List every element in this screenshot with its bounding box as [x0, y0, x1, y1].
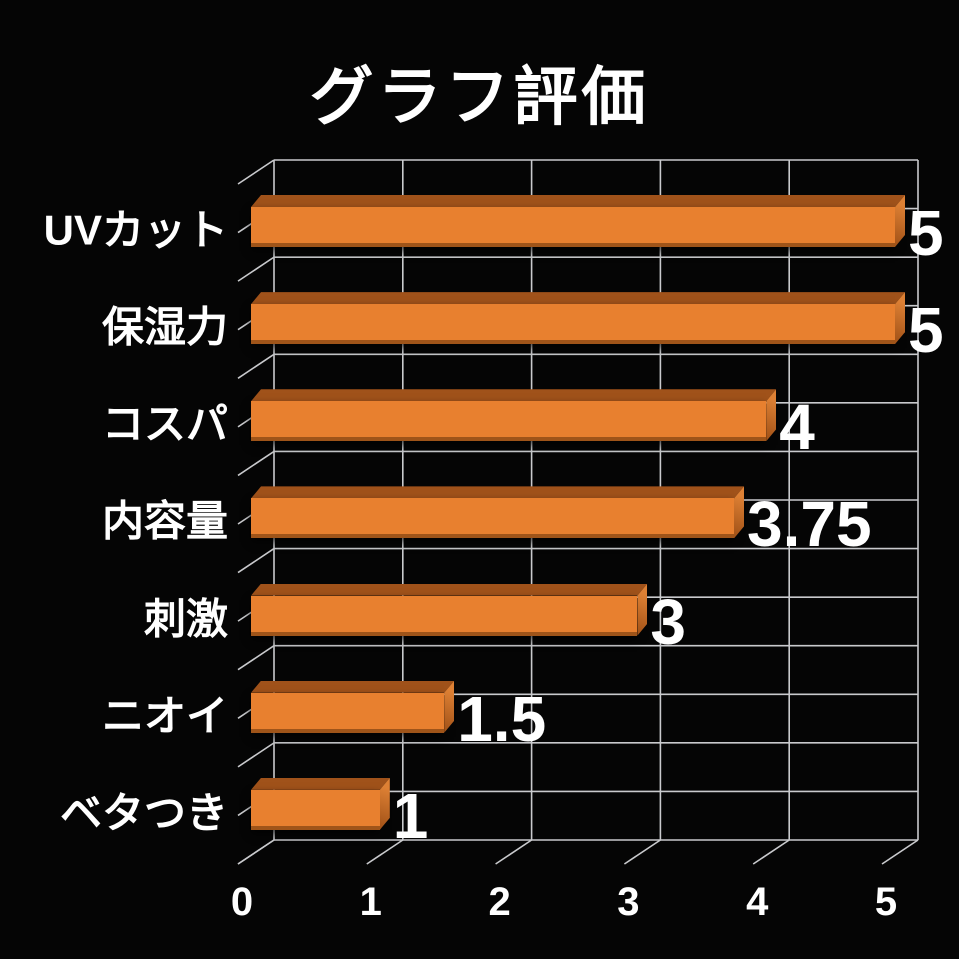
- bar-top-face: [251, 681, 454, 693]
- bar-end-face: [766, 389, 776, 441]
- chart-title: グラフ評価: [309, 61, 650, 133]
- bar-front-face: [251, 789, 380, 830]
- x-tick-label: 2: [488, 880, 511, 924]
- value-label: 3.75: [747, 488, 872, 561]
- x-tick-label: 3: [617, 880, 640, 924]
- category-label: 内容量: [101, 497, 228, 545]
- bar: [251, 304, 895, 345]
- x-tick-label: 5: [874, 880, 898, 924]
- bar-front-face: [251, 401, 767, 442]
- bar-end-face: [637, 584, 647, 636]
- category-label: ニオイ: [101, 692, 228, 740]
- bar: [251, 498, 734, 539]
- category-label: ベタつき: [59, 789, 228, 837]
- bar-end-face: [895, 292, 905, 344]
- bar-end-face: [734, 486, 744, 538]
- bar-top-face: [251, 584, 647, 596]
- value-label: 3: [650, 585, 686, 658]
- bar-end-face: [380, 778, 390, 830]
- bar: [251, 693, 444, 733]
- bar: [251, 401, 767, 442]
- category-label: UVカット: [43, 206, 228, 254]
- bar: [251, 596, 637, 636]
- value-label: 1.5: [457, 682, 547, 755]
- x-tick-label: 0: [230, 880, 254, 924]
- value-label: 5: [908, 294, 944, 367]
- bar-front-face: [251, 595, 638, 636]
- bar-front-face: [251, 692, 445, 733]
- value-label: 1: [392, 779, 429, 852]
- bar-top-face: [251, 292, 905, 304]
- value-label: 4: [779, 391, 815, 464]
- bar-top-face: [251, 195, 905, 207]
- bar-front-face: [251, 498, 734, 539]
- x-tick-label: 4: [746, 880, 769, 924]
- bar: [251, 790, 380, 830]
- bar-front-face: [251, 304, 895, 345]
- x-tick-label: 1: [359, 880, 382, 924]
- value-label: 5: [908, 197, 944, 269]
- bar-end-face: [895, 195, 905, 247]
- category-label: コスパ: [101, 400, 228, 448]
- bar-top-face: [251, 778, 390, 790]
- bar-top-face: [251, 486, 744, 498]
- category-label: 保湿力: [101, 303, 228, 351]
- bar-top-face: [251, 389, 776, 401]
- bar: [251, 207, 895, 247]
- bar-end-face: [444, 681, 454, 733]
- category-label: 刺激: [143, 595, 228, 643]
- bar-front-face: [251, 207, 895, 247]
